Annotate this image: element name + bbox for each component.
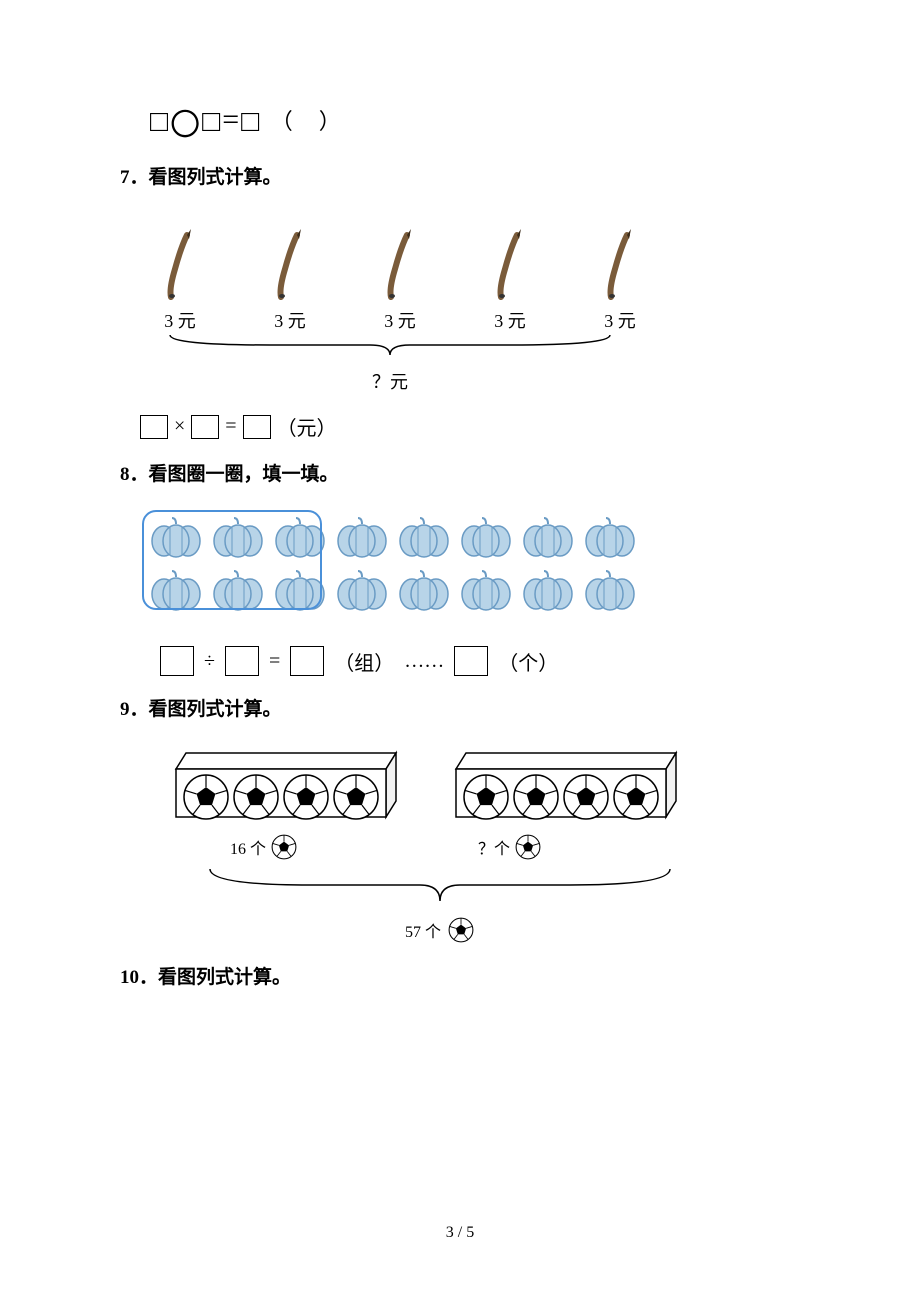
pen-icon: [163, 229, 197, 301]
pen-price-label: 3 元: [384, 307, 416, 333]
q7-blank-1[interactable]: [140, 415, 168, 439]
q7-eq: =: [225, 415, 236, 438]
question-7-title: 7．看图列式计算。: [120, 162, 800, 189]
soccer-ball-icon: [514, 833, 542, 861]
q7-unit: （元）: [277, 412, 337, 441]
q7-pens-row: 3 元 3 元 3 元 3 元 3 元: [150, 229, 800, 333]
pumpkin-icon: [460, 569, 512, 611]
q8-equation: ÷ = （组） …… （个）: [160, 646, 800, 676]
pen-price-label: 3 元: [164, 307, 196, 333]
pumpkin-icon: [522, 516, 574, 558]
question-9-title: 9．看图列式计算。: [120, 694, 800, 721]
q8-unit-remain: （个）: [498, 647, 558, 676]
pen-price-label: 3 元: [604, 307, 636, 333]
q7-op: ×: [174, 415, 185, 438]
q9-box-right-icon: [450, 749, 680, 821]
pen-price-label: 3 元: [494, 307, 526, 333]
pen-icon: [603, 229, 637, 301]
q8-blank-2[interactable]: [225, 646, 259, 676]
q8-pumpkins: [150, 516, 670, 616]
pumpkin-cell: [522, 516, 574, 563]
pumpkin-icon: [584, 569, 636, 611]
q9-left-text: 16 个: [230, 835, 266, 859]
q9-left-count: 16 个: [230, 833, 298, 861]
pen-icon: [493, 229, 527, 301]
q8-circle-group: [142, 510, 322, 610]
pumpkin-icon: [336, 516, 388, 558]
pumpkin-icon: [522, 569, 574, 611]
equals-sign: =: [222, 103, 241, 136]
pen-price-label: 3 元: [274, 307, 306, 333]
q7-blank-3[interactable]: [243, 415, 271, 439]
q9-diagram: 16 个 ？个 57 个: [170, 749, 730, 944]
q8-div: ÷: [204, 650, 215, 673]
pen-item: 3 元: [370, 229, 430, 333]
equation-template: □〇□=□ （ ）: [150, 100, 800, 144]
pen-item: 3 元: [150, 229, 210, 333]
pumpkin-cell: [336, 569, 388, 616]
q9-total-text: 57 个: [405, 918, 441, 942]
pumpkin-icon: [460, 516, 512, 558]
worksheet-page: □〇□=□ （ ） 7．看图列式计算。 3 元 3 元 3 元 3 元 3 元 …: [0, 0, 920, 1302]
pumpkin-cell: [584, 516, 636, 563]
q8-blank-3[interactable]: [290, 646, 324, 676]
q7-brace-icon: [150, 333, 630, 359]
q9-brace-icon: [190, 865, 690, 905]
circle-operator: 〇: [170, 100, 202, 144]
pen-item: 3 元: [480, 229, 540, 333]
q8-unit-group: （组）: [334, 647, 394, 676]
q8-blank-1[interactable]: [160, 646, 194, 676]
question-8-title: 8．看图圈一圈，填一填。: [120, 459, 800, 486]
pumpkin-icon: [398, 516, 450, 558]
pumpkin-cell: [584, 569, 636, 616]
pumpkin-icon: [336, 569, 388, 611]
q9-right-count: ？个: [478, 833, 542, 861]
pumpkin-cell: [522, 569, 574, 616]
soccer-ball-icon: [270, 833, 298, 861]
pen-item: 3 元: [260, 229, 320, 333]
question-10-title: 10．看图列式计算。: [120, 962, 800, 989]
square-placeholder-3: □: [241, 105, 261, 139]
page-number: 3 / 5: [0, 1224, 920, 1242]
pumpkin-cell: [460, 569, 512, 616]
pen-item: 3 元: [590, 229, 650, 333]
q8-eq: =: [269, 650, 280, 673]
soccer-ball-icon: [447, 916, 475, 944]
pumpkin-cell: [460, 516, 512, 563]
q9-count-row: 16 个 ？个: [230, 833, 730, 861]
q7-total-label: ？元: [150, 368, 630, 394]
pumpkin-icon: [584, 516, 636, 558]
pumpkin-cell: [336, 516, 388, 563]
q9-right-text: ？个: [478, 835, 510, 859]
square-placeholder-2: □: [202, 105, 222, 139]
q8-blank-4[interactable]: [454, 646, 488, 676]
pumpkin-cell: [398, 569, 450, 616]
q9-box-left-icon: [170, 749, 400, 821]
pen-icon: [383, 229, 417, 301]
q7-equation: × = （元）: [140, 412, 800, 441]
pumpkin-icon: [398, 569, 450, 611]
q7-blank-2[interactable]: [191, 415, 219, 439]
q9-box-row: [170, 749, 730, 821]
square-placeholder-1: □: [150, 105, 170, 139]
pumpkin-cell: [398, 516, 450, 563]
pen-icon: [273, 229, 307, 301]
paren-unit: （ ）: [271, 109, 343, 134]
q8-dots: ……: [404, 650, 444, 673]
q9-total-row: 57 个: [170, 916, 710, 944]
